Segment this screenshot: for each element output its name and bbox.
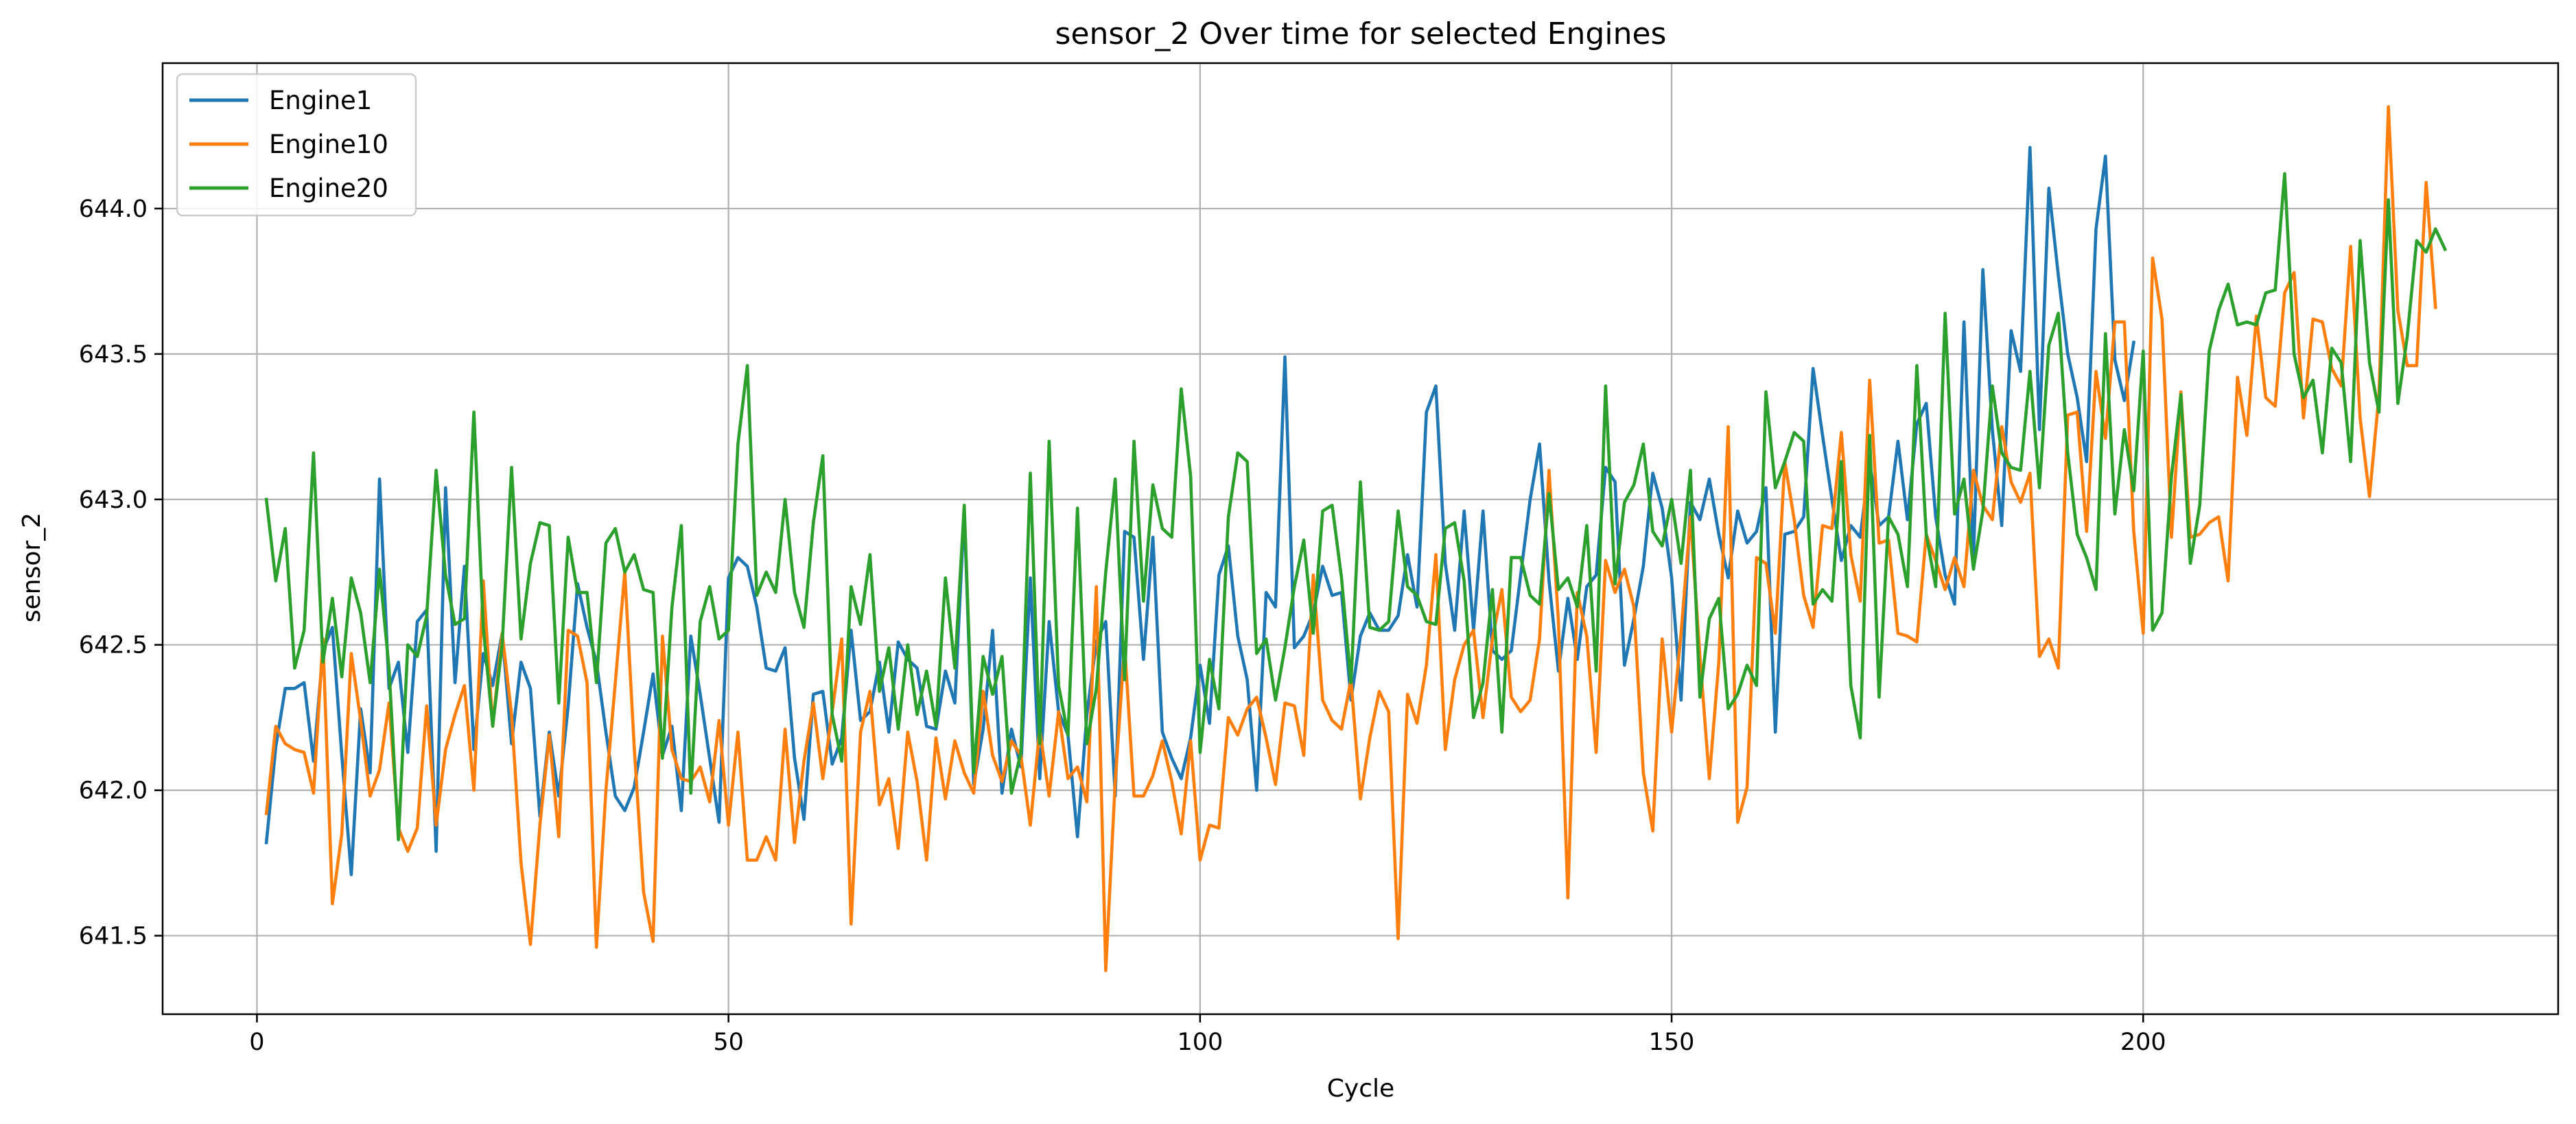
y-tick-label: 644.0 [79, 196, 148, 223]
axis-ticks: 0 50 100 150 200 641.5 642.0 642.5 643.0 643.5 644… [79, 196, 2166, 1056]
series-line-engine20 [264, 172, 2448, 841]
legend-label-engine1: Engine1 [269, 86, 372, 115]
x-tick-label: 100 [1177, 1029, 1223, 1056]
x-tick-label: 0 [249, 1029, 264, 1056]
legend-label-engine10: Engine10 [269, 130, 388, 159]
x-tick-label: 150 [1649, 1029, 1695, 1056]
plot-area-frame [161, 62, 2560, 1016]
x-axis-label: Cycle [1327, 1075, 1394, 1103]
y-tick-label: 642.0 [79, 777, 148, 805]
legend-box [176, 73, 417, 217]
legend: Engine1 Engine10 Engine20 [176, 73, 417, 217]
chart-title: sensor_2 Over time for selected Engines [1055, 16, 1667, 51]
y-tick-label: 641.5 [79, 923, 148, 950]
legend-label-engine20: Engine20 [269, 174, 388, 203]
y-axis-label: sensor_2 [18, 513, 46, 622]
y-tick-label: 643.0 [79, 487, 148, 514]
x-tick-label: 200 [2120, 1029, 2166, 1056]
y-tick-label: 643.5 [79, 341, 148, 368]
series-lines [264, 105, 2448, 972]
y-tick-label: 642.5 [79, 632, 148, 659]
x-tick-label: 50 [713, 1029, 744, 1056]
